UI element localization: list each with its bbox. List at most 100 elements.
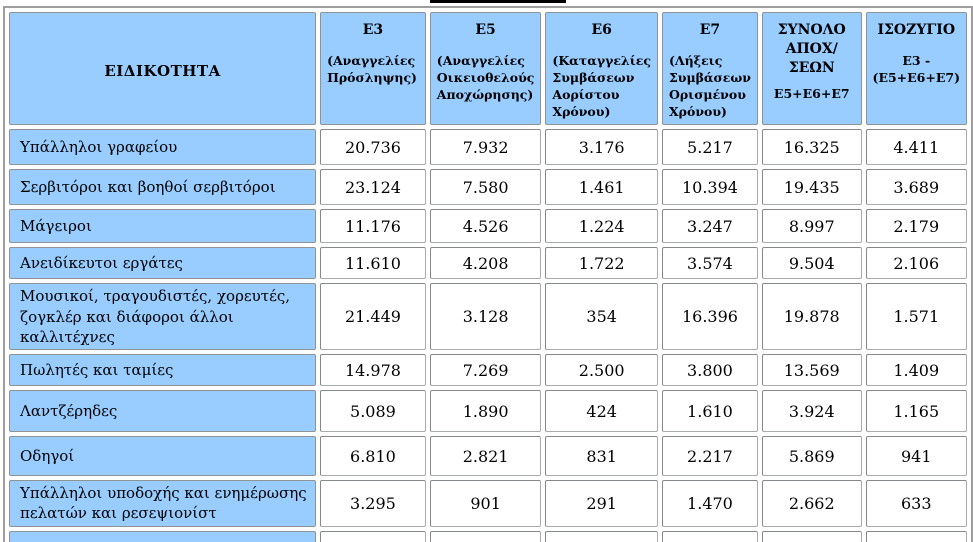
value-cell: 901 [429,480,542,527]
column-header-total-departures: ΣΥΝΟΛΟ ΑΠΟΧ/ΣΕΩΝ Ε5+Ε6+Ε7 [761,12,862,126]
column-header-balance: ΙΣΟΖΥΓΙΟ Ε3 - (Ε5+Ε6+Ε7) [865,12,967,126]
value-cell: 7.932 [429,129,542,166]
value-cell: 2.500 [545,354,658,387]
column-subtitle: (Καταγγελίες Συμβάσεων Αορίστου Χρόνου) [552,52,651,119]
value-cell: 3.128 [429,283,542,351]
column-code: Ε6 [591,22,612,38]
value-cell: 3.574 [661,247,758,280]
column-code: Ε3 [362,22,384,38]
column-code: ΙΣΟΖΥΓΙΟ [877,22,956,38]
value-cell: 23.124 [320,169,426,206]
value-cell: 9.504 [761,247,862,280]
value-cell: 291 [545,480,658,527]
table-row: Υπάλληλοι υποδοχής και ενημέρωσης πελατώ… [9,480,967,527]
value-cell: 21.449 [320,283,426,351]
value-cell: 16.396 [661,283,758,351]
value-cell: 19.878 [761,283,862,351]
title-underline [430,0,566,3]
value-cell: 3.176 [545,129,658,166]
column-code: Ε7 [699,22,721,38]
value-cell: 81 [545,530,658,542]
value-cell: 11.610 [320,247,426,280]
value-cell: 3.247 [661,209,758,244]
column-subtitle: Ε3 - (Ε5+Ε6+Ε7) [872,52,960,85]
specialty-cell: Ανειδίκευτοι εργάτες [9,247,317,280]
value-cell: 5.869 [761,436,862,477]
specialty-cell: Μουσικοί, τραγουδιστές, χορευτές, ζογκλέ… [9,283,317,351]
column-header-e7: Ε7 (Λήξεις Συμβάσεων Ορισμένου Χρόνου) [661,12,758,126]
value-cell: 4.208 [429,247,542,280]
value-cell: 8.997 [761,209,862,244]
column-code: Ε5 [475,22,496,38]
table-row: Οδηγοί 6.810 2.821 831 2.217 5.869 941 [9,436,967,477]
table-row: Καμαριέρες1.16315081390621542 [9,530,967,542]
specialty-cell: Λαντζέρηδες [9,390,317,433]
value-cell: 1.890 [429,390,542,433]
column-subtitle: (Αναγγελίες Οικειοθελούς Αποχώρησης) [436,52,535,102]
table-row: Μουσικοί, τραγουδιστές, χορευτές, ζογκλέ… [9,283,967,351]
specialty-cell: Πωλητές και ταμίες [9,354,317,387]
specialty-cell: Υπάλληλοι υποδοχής και ενημέρωσης πελατώ… [9,480,317,527]
column-subtitle: (Αναγγελίες Πρόσληψης) [327,52,417,85]
value-cell: 5.217 [661,129,758,166]
value-cell: 3.295 [320,480,426,527]
value-cell: 1.163 [320,530,426,542]
column-header-specialty: ΕΙΔΙΚΟΤΗΤΑ [9,12,317,126]
value-cell: 4.526 [429,209,542,244]
value-cell: 1.165 [865,390,967,433]
table-row: Λαντζέρηδες 5.089 1.890 424 1.610 3.924 1.165 [9,390,967,433]
column-header-e3: Ε3 (Αναγγελίες Πρόσληψης) [320,12,426,126]
column-header-e5: Ε5 (Αναγγελίες Οικειοθελούς Αποχώρησης) [429,12,542,126]
value-cell: 1.571 [865,283,967,351]
value-cell: 424 [545,390,658,433]
value-cell: 20.736 [320,129,426,166]
value-cell: 2.106 [865,247,967,280]
header-row: ΕΙΔΙΚΟΤΗΤΑ Ε3 (Αναγγελίες Πρόσληψης) Ε5 … [9,12,967,126]
value-cell: 150 [429,530,542,542]
specialty-cell: Σερβιτόροι και βοηθοί σερβιτόροι [9,169,317,206]
column-code: ΣΥΝΟΛΟ ΑΠΟΧ/ΣΕΩΝ [777,22,846,76]
value-cell: 10.394 [661,169,758,206]
column-header-e6: Ε6 (Καταγγελίες Συμβάσεων Αορίστου Χρόνο… [545,12,658,126]
value-cell: 2.217 [661,436,758,477]
specialty-cell: Υπάλληλοι γραφείου [9,129,317,166]
value-cell: 13.569 [761,354,862,387]
value-cell: 354 [545,283,658,351]
table-row: Μάγειροι 11.176 4.526 1.224 3.247 8.997 2.179 [9,209,967,244]
specialty-cell: Οδηγοί [9,436,317,477]
value-cell: 7.580 [429,169,542,206]
value-cell: 6.810 [320,436,426,477]
value-cell: 1.461 [545,169,658,206]
value-cell: 3.800 [661,354,758,387]
column-subtitle: (Λήξεις Συμβάσεων Ορισμένου Χρόνου) [668,52,751,119]
value-cell: 2.821 [429,436,542,477]
value-cell: 19.435 [761,169,862,206]
value-cell: 3.924 [761,390,862,433]
value-cell: 3.689 [865,169,967,206]
value-cell: 4.411 [865,129,967,166]
value-cell: 831 [545,436,658,477]
table-row: Ανειδίκευτοι εργάτες 11.610 4.208 1.722 3.57… [9,247,967,280]
value-cell: 542 [865,530,967,542]
specialty-cell: Καμαριέρες [9,530,317,542]
value-cell: 1.722 [545,247,658,280]
table-row: Πωλητές και ταμίες 14.978 7.269 2.500 3.800 1… [9,354,967,387]
value-cell: 11.176 [320,209,426,244]
value-cell: 621 [761,530,862,542]
value-cell: 941 [865,436,967,477]
value-cell: 390 [661,530,758,542]
column-subtitle: Ε5+Ε6+Ε7 [773,85,850,101]
table-row: Σερβιτόροι και βοηθοί σερβιτόροι 23.124 7.… [9,169,967,206]
value-cell: 16.325 [761,129,862,166]
value-cell: 1.409 [865,354,967,387]
staff-movements-table: ΕΙΔΙΚΟΤΗΤΑ Ε3 (Αναγγελίες Πρόσληψης) Ε5 … [3,6,973,542]
value-cell: 7.269 [429,354,542,387]
value-cell: 633 [865,480,967,527]
specialty-cell: Μάγειροι [9,209,317,244]
table-row: Υπάλληλοι γραφείου 20.736 7.932 3.176 5.217 1… [9,129,967,166]
value-cell: 2.179 [865,209,967,244]
value-cell: 2.662 [761,480,862,527]
value-cell: 1.610 [661,390,758,433]
value-cell: 5.089 [320,390,426,433]
